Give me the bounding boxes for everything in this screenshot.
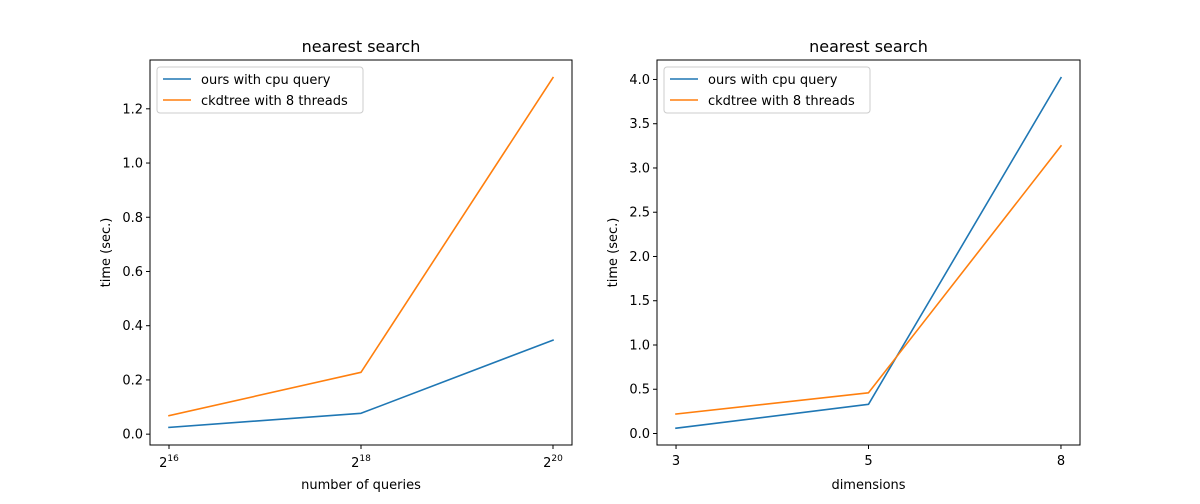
series-line-1 bbox=[168, 339, 555, 429]
legend-box bbox=[156, 66, 364, 114]
y-tick-label: 3.5 bbox=[629, 117, 650, 132]
y-tick-label: 0.0 bbox=[122, 428, 143, 443]
x-tick-label: 218 bbox=[351, 454, 371, 471]
y-tick-label: 0.5 bbox=[629, 383, 650, 398]
y-tick-label: 0.4 bbox=[122, 319, 143, 334]
x-tick-base: 2 bbox=[543, 456, 551, 471]
legend: ours with cpu query ckdtree with 8 thread… bbox=[663, 66, 871, 114]
y-tick-label: 0.0 bbox=[629, 427, 650, 442]
series-line-2 bbox=[168, 76, 555, 417]
x-tick-exponent: 18 bbox=[359, 454, 371, 464]
chart-title: nearest search bbox=[302, 37, 421, 56]
series-line-2 bbox=[675, 144, 1063, 415]
y-axis-label: time (sec.) bbox=[606, 218, 621, 288]
y-tick-label: 1.2 bbox=[122, 102, 143, 117]
chart-title: nearest search bbox=[809, 37, 928, 56]
legend-label: ckdtree with 8 threads bbox=[201, 94, 348, 109]
y-tick-label: 4.0 bbox=[629, 73, 650, 88]
x-tick-label: 8 bbox=[1057, 454, 1065, 469]
x-tick-label: 5 bbox=[864, 454, 872, 469]
y-tick-label: 0.6 bbox=[122, 265, 143, 280]
y-tick-label: 1.5 bbox=[629, 294, 650, 309]
y-tick-label: 0.8 bbox=[122, 211, 143, 226]
series-line-1 bbox=[675, 76, 1063, 430]
x-tick-label: 220 bbox=[543, 454, 563, 471]
y-tick-label: 2.0 bbox=[629, 250, 650, 265]
legend-label: ours with cpu query bbox=[201, 73, 331, 88]
x-tick-label: 216 bbox=[159, 454, 179, 471]
x-tick-exponent: 20 bbox=[551, 454, 563, 464]
plot-frame bbox=[149, 59, 573, 446]
legend-label: ckdtree with 8 threads bbox=[708, 94, 855, 109]
legend: ours with cpu query ckdtree with 8 thread… bbox=[156, 66, 364, 114]
x-tick-base: 2 bbox=[159, 456, 167, 471]
y-axis-label: time (sec.) bbox=[99, 218, 114, 288]
legend-label: ours with cpu query bbox=[708, 73, 838, 88]
y-tick-label: 0.2 bbox=[122, 373, 143, 388]
x-tick-label: 3 bbox=[672, 454, 680, 469]
y-tick-label: 2.5 bbox=[629, 206, 650, 221]
y-tick-label: 3.0 bbox=[629, 161, 650, 176]
x-axis-label: dimensions bbox=[831, 478, 905, 493]
y-tick-label: 1.0 bbox=[122, 157, 143, 172]
x-axis-label: number of queries bbox=[301, 478, 421, 493]
plot-frame bbox=[656, 59, 1081, 446]
x-tick-base: 2 bbox=[351, 456, 359, 471]
x-tick-exponent: 16 bbox=[167, 454, 179, 464]
chart-panel-2: nearest search 0.0 0.5 1.0 1.5 2.0 2.5 3.0 3.5 4.… bbox=[606, 37, 1081, 493]
legend-box bbox=[663, 66, 871, 114]
y-tick-label: 1.0 bbox=[629, 338, 650, 353]
